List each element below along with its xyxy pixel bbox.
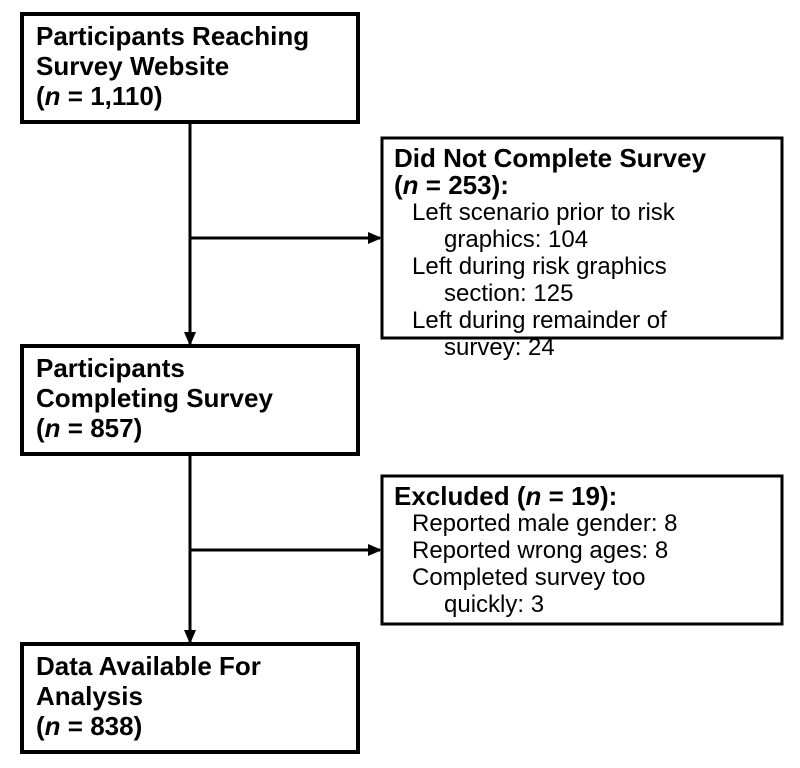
svg-text:Left scenario prior to risk: Left scenario prior to risk: [412, 199, 676, 226]
svg-text:Analysis: Analysis: [36, 681, 143, 711]
svg-text:(n = 838): (n = 838): [36, 711, 142, 741]
svg-text:(n = 1,110): (n = 1,110): [36, 81, 162, 111]
svg-text:Did Not Complete Survey: Did Not Complete Survey: [394, 143, 707, 173]
svg-text:Completing Survey: Completing Survey: [36, 383, 273, 413]
svg-text:section: 125: section: 125: [444, 280, 573, 307]
svg-text:Left during risk graphics: Left during risk graphics: [412, 253, 667, 280]
svg-text:(n = 857): (n = 857): [36, 413, 142, 443]
svg-text:Left during remainder of: Left during remainder of: [412, 307, 667, 334]
svg-text:quickly: 3: quickly: 3: [444, 591, 544, 618]
svg-text:graphics: 104: graphics: 104: [444, 226, 588, 253]
flowchart-canvas: Participants ReachingSurvey Website(n = …: [0, 0, 800, 768]
svg-text:survey: 24: survey: 24: [444, 334, 555, 361]
svg-text:Participants: Participants: [36, 353, 185, 383]
svg-text:(n = 253):: (n = 253):: [394, 170, 509, 200]
svg-text:Excluded (n = 19):: Excluded (n = 19):: [394, 481, 617, 511]
svg-text:Reported wrong ages: 8: Reported wrong ages: 8: [412, 537, 668, 564]
svg-text:Completed survey too: Completed survey too: [412, 564, 645, 591]
svg-text:Participants Reaching: Participants Reaching: [36, 21, 309, 51]
svg-text:Reported male gender: 8: Reported male gender: 8: [412, 510, 678, 537]
svg-text:Survey Website: Survey Website: [36, 51, 229, 81]
svg-text:Data Available For: Data Available For: [36, 651, 261, 681]
